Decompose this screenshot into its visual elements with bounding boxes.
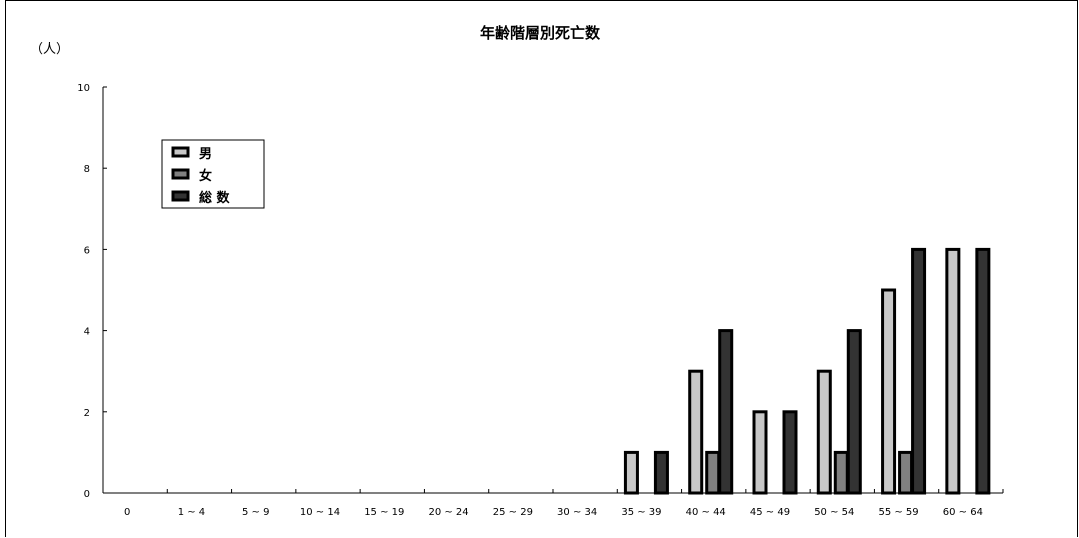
bar-total [846,329,862,495]
x-tick-label: 45 ~ 49 [750,507,790,518]
legend-label: 総 数 [199,190,231,206]
bar-total [975,247,991,495]
x-tick-label: 60 ~ 64 [943,507,983,518]
legend-label: 女 [199,168,212,184]
y-tick-label: 10 [77,83,90,94]
chart-title: 年齢階層別死亡数 [480,24,601,42]
y-axis-unit: （人） [30,42,69,57]
bar-total [718,329,734,495]
x-tick-label: 5 ~ 9 [242,507,269,518]
bar-male [752,410,768,495]
y-tick-label: 8 [84,164,90,175]
bar-female [705,450,721,495]
bar-female [833,450,849,495]
bars [623,247,991,495]
bar-total [911,247,927,495]
legend-label: 男 [199,147,212,162]
x-tick-label: 30 ~ 34 [557,507,597,518]
bar-male [945,247,961,495]
x-tick-label: 35 ~ 39 [621,507,661,518]
x-tick-label: 0 [124,507,130,518]
x-tick-label: 40 ~ 44 [686,507,726,518]
bar-female [898,450,914,495]
bar-male [623,450,639,495]
x-tick-label: 10 ~ 14 [300,507,340,518]
x-tick-label: 50 ~ 54 [814,507,854,518]
y-tick-label: 4 [84,327,90,338]
x-tick-label: 15 ~ 19 [364,507,404,518]
legend-swatch [171,168,190,180]
x-tick-label: 25 ~ 29 [493,507,533,518]
axes: 0 2 4 6 8 10 0 1 ~ 4 5 ~ 9 10 ~ 14 15 ~ 19 20 ~ 24 2… [77,83,1004,518]
chart-frame [5,0,1078,537]
x-tick-label: 1 ~ 4 [178,507,205,518]
y-tick-label: 0 [84,489,90,500]
legend: 男女総 数 [161,139,265,209]
bar-total [782,410,798,495]
bar-male [688,369,704,495]
bar-male [816,369,832,495]
x-tick-label: 55 ~ 59 [878,507,918,518]
bar-male [881,288,897,495]
y-tick-label: 2 [84,408,90,419]
bar-total [653,450,669,495]
legend-swatch [171,190,190,202]
x-tick-label: 20 ~ 24 [428,507,468,518]
y-tick-label: 6 [84,245,90,256]
legend-swatch [171,146,190,158]
